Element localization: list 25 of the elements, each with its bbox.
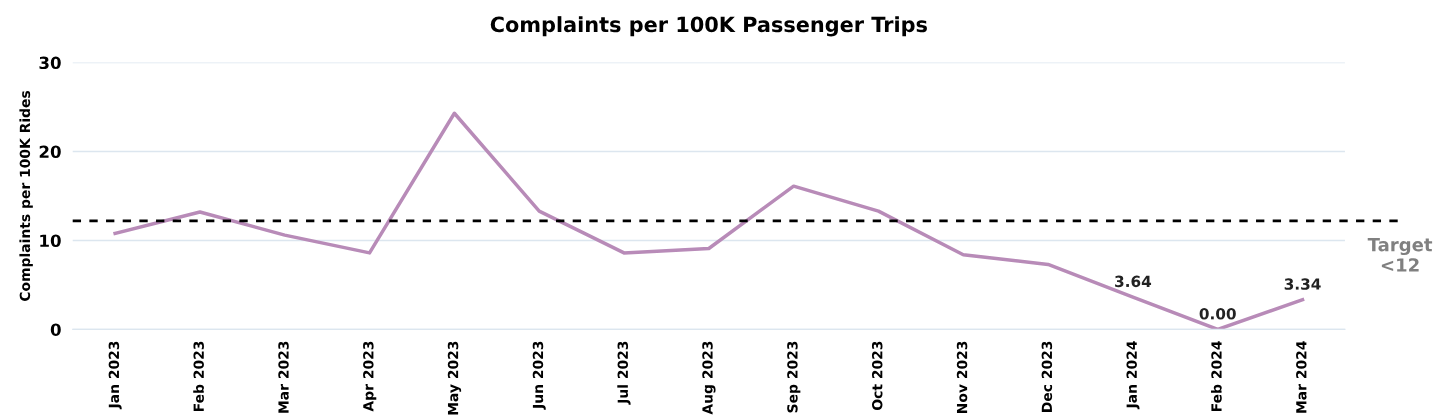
ref-line-label: Target <12 xyxy=(1367,238,1433,272)
x-tick-label: Apr 2023 xyxy=(363,341,377,412)
y-tick-label: 0 xyxy=(50,323,61,336)
x-tick-label: Sep 2023 xyxy=(787,341,801,413)
x-tick-label: Jan 2024 xyxy=(1126,341,1140,410)
x-tick-label: Aug 2023 xyxy=(702,341,716,415)
chart-title: Complaints per 100K Passenger Trips xyxy=(490,16,927,37)
data-label: 3.34 xyxy=(1284,278,1321,290)
x-tick-label: Feb 2023 xyxy=(193,341,204,412)
y-tick-label: 10 xyxy=(40,234,61,248)
y-tick-label: 20 xyxy=(39,145,61,159)
x-tick-label: Jul 2023 xyxy=(617,341,631,405)
x-tick-label: Mar 2024 xyxy=(1296,341,1307,413)
x-tick-label: Jun 2023 xyxy=(532,341,546,410)
x-tick-label: Jan 2023 xyxy=(108,341,122,410)
x-tick-label: Nov 2023 xyxy=(956,341,968,413)
x-tick-label: Oct 2023 xyxy=(871,341,883,411)
x-tick-label: Mar 2023 xyxy=(278,341,289,413)
x-tick-label: May 2023 xyxy=(447,341,462,415)
data-label: 3.64 xyxy=(1115,275,1152,288)
x-tick-label: Feb 2024 xyxy=(1211,341,1222,412)
x-tick-label: Dec 2023 xyxy=(1041,341,1053,412)
data-label: 0.00 xyxy=(1199,307,1236,320)
y-tick-label: 30 xyxy=(39,56,61,70)
y-axis-title: Complaints per 100K Rides xyxy=(19,90,33,301)
